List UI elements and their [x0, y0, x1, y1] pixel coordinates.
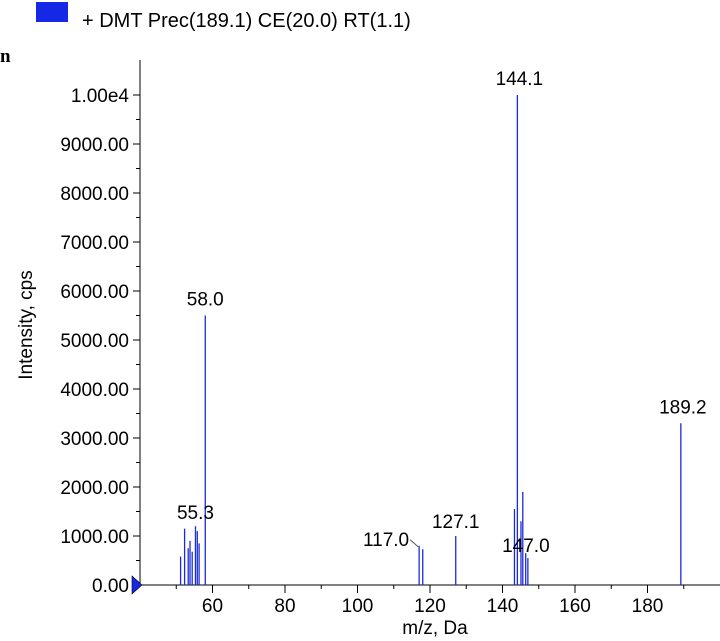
- y-tick-label: 1.00e4: [71, 86, 130, 107]
- x-axis-ticks: 60 80 100 120 140 160 180: [175, 585, 685, 617]
- y-tick-label: 3000.00: [60, 429, 129, 450]
- y-tick-label: 2000.00: [60, 478, 129, 499]
- peak-label: 117.0: [363, 530, 409, 551]
- peak-labels: 144.1 58.0 189.2 55.3 117.0 127.1 147.0: [177, 69, 707, 557]
- legend-label: + DMT Prec(189.1) CE(20.0) RT(1.1): [82, 10, 411, 32]
- peak-label: 189.2: [659, 397, 707, 418]
- spectrum-peaks: [179, 95, 682, 585]
- y-tick-label: 1000.00: [60, 527, 129, 548]
- peak-label: 58.0: [187, 290, 224, 311]
- corner-text-fragment: n: [0, 46, 11, 67]
- y-tick-label: 5000.00: [60, 331, 129, 352]
- y-tick-label: 4000.00: [60, 380, 129, 401]
- y-axis-title: Intensity, cps: [16, 270, 37, 379]
- y-tick-label: 9000.00: [60, 135, 129, 156]
- peak-label: 147.0: [502, 536, 550, 557]
- x-tick-label: 140: [487, 596, 519, 617]
- x-tick-label: 120: [414, 596, 446, 617]
- peak-label: 55.3: [177, 503, 214, 524]
- y-tick-label: 0.00: [92, 576, 129, 597]
- y-axis-ticks: 0.00 1000.00 2000.00 3000.00 4000.00 5000.00 6…: [60, 86, 140, 597]
- x-tick-label: 60: [202, 596, 223, 617]
- x-tick-label: 160: [559, 596, 591, 617]
- y-tick-label: 7000.00: [60, 233, 129, 254]
- y-tick-label: 8000.00: [60, 184, 129, 205]
- x-axis-title: m/z, Da: [402, 618, 468, 639]
- peak-label-leader: [409, 539, 419, 548]
- y-tick-label: 6000.00: [60, 282, 129, 303]
- legend-swatch: [36, 2, 68, 22]
- x-tick-label: 100: [342, 596, 374, 617]
- baseline-marker-icon[interactable]: [131, 575, 143, 595]
- x-tick-label: 180: [632, 596, 664, 617]
- peak-label: 127.1: [432, 512, 480, 533]
- x-tick-label: 80: [274, 596, 295, 617]
- peak-label: 144.1: [496, 69, 544, 90]
